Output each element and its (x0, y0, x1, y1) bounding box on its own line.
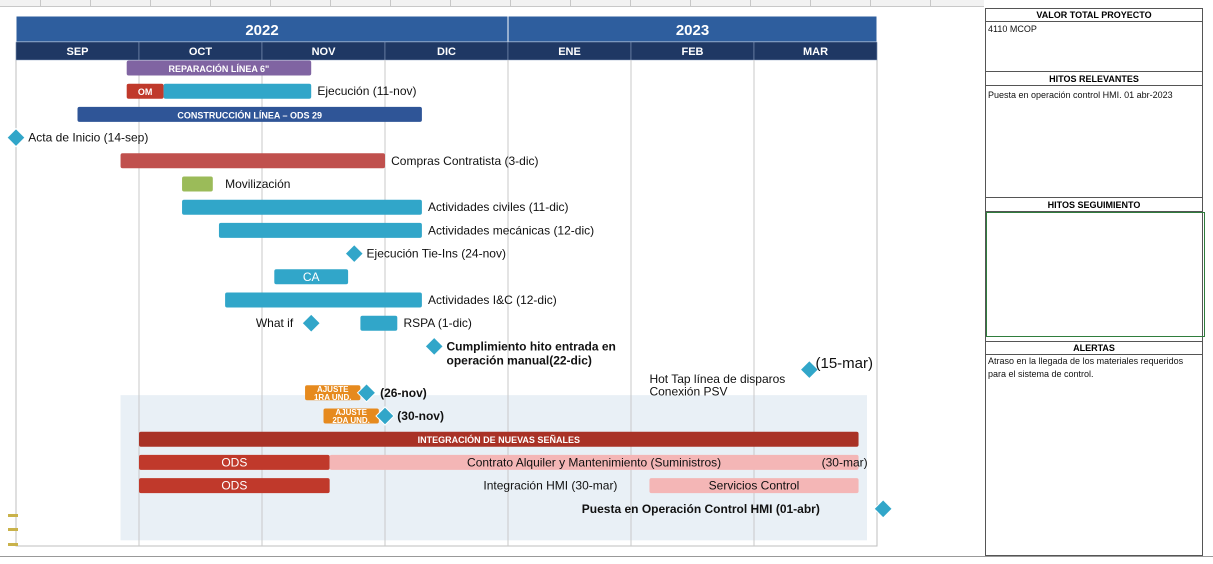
annotation-label: (26-nov) (380, 386, 427, 400)
milestone-diamond (424, 336, 444, 357)
annotation-label: (30-nov) (397, 409, 444, 423)
milestone-diamond (6, 127, 26, 148)
annotation-label: Actividades mecánicas (12-dic) (428, 223, 594, 237)
gantt-chart-area: 2022 2023 SEP OCT NOV DIC ENE FEB MAR REPARACIÓN … (0, 6, 984, 556)
left-edge-mark (8, 543, 18, 546)
alertas-title: ALERTAS (986, 341, 1202, 355)
task-bar (225, 292, 422, 308)
hitos-text: Puesta en operación control HMI. 01 abr-… (988, 90, 1173, 100)
alertas-text: Atraso en la llegada de los materiales r… (988, 356, 1184, 379)
task-bar-label: 2DA UND. (332, 416, 369, 425)
annotation-label: Conexión PSV (649, 385, 727, 399)
month-label: NOV (312, 46, 337, 58)
month-label: ENE (558, 46, 581, 58)
month-label: MAR (803, 46, 828, 58)
left-edge-mark (8, 514, 18, 517)
milestone-diamond (344, 243, 364, 264)
panel-divider (986, 197, 1202, 198)
annotation-label: Hot Tap línea de disparos (649, 372, 785, 386)
annotation-label: RSPA (1-dic) (403, 316, 471, 330)
task-bar-label: CA (303, 270, 320, 284)
annotation-label: Acta de Inicio (14-sep) (28, 131, 148, 145)
milestone-diamond (873, 499, 893, 519)
annotation-label: Ejecución (11-nov) (317, 84, 416, 98)
task-bar-label: ODS (221, 455, 247, 469)
annotation-label: Cumplimiento hito entrada en (447, 339, 616, 353)
task-bar (218, 222, 422, 238)
month-label: OCT (189, 46, 213, 58)
annotation-label: Ejecución Tie-Ins (24-nov) (367, 247, 506, 261)
task-bar (139, 454, 330, 470)
task-bar (305, 385, 361, 401)
year-label: 2023 (676, 22, 709, 39)
annotation-label: Compras Contratista (3-dic) (391, 154, 538, 168)
milestone-diamond (301, 313, 321, 333)
task-bar-label: REPARACIÓN LÍNEA 6" (169, 63, 270, 74)
task-bar-label: ODS (221, 479, 247, 493)
annotation-label: (15-mar) (816, 355, 874, 372)
month-label: FEB (682, 46, 704, 58)
task-bar (77, 106, 422, 122)
annotation-label: Actividades I&C (12-dic) (428, 293, 557, 307)
month-header (753, 41, 878, 61)
valor-value: 4110 MCOP (988, 24, 1037, 34)
annotation-label: Actividades civiles (11-dic) (428, 200, 569, 214)
bottom-border (0, 556, 1213, 557)
valor-title: VALOR TOTAL PROYECTO (986, 9, 1202, 22)
hitos-title: HITOS RELEVANTES (986, 73, 1202, 86)
task-bar (329, 454, 859, 470)
task-bar (139, 431, 859, 447)
annotation-label: Puesta en Operación Control HMI (01-abr) (582, 502, 820, 516)
annotation-label: Integración HMI (30-mar) (483, 479, 617, 493)
annotation-label: What if (256, 316, 294, 330)
month-label: DIC (437, 46, 456, 58)
task-bar-label: AJUSTE (335, 408, 367, 417)
task-bar (126, 60, 312, 76)
annotation-label: Movilización (225, 177, 290, 191)
task-bar (120, 153, 386, 169)
task-bar (360, 315, 398, 331)
milestone-diamond (799, 359, 820, 380)
side-panel: VALOR TOTAL PROYECTO 4110 MCOP HITOS REL… (985, 8, 1205, 556)
task-bar-label: 1RA UND. (314, 393, 351, 402)
task-bar (139, 478, 330, 494)
annotation-label: operación manual(22-dic) (447, 353, 592, 367)
milestone-diamond (375, 406, 395, 426)
annotation-label: (30-mar) (822, 455, 868, 469)
year-label: 2022 (245, 22, 278, 39)
task-bar (182, 176, 213, 192)
left-edge-mark (8, 528, 18, 531)
month-label: SEP (66, 46, 88, 58)
task-bar (163, 83, 312, 99)
task-bar (323, 408, 379, 424)
task-bar-label: AJUSTE (317, 385, 349, 394)
gantt-chart: 2022 2023 SEP OCT NOV DIC ENE FEB MAR REPARACIÓN … (6, 15, 893, 547)
spreadsheet-top-strip (0, 0, 984, 7)
task-bar (182, 199, 422, 215)
task-bar (649, 478, 859, 494)
task-bar-label: INTEGRACIÓN DE NUEVAS SEÑALES (418, 434, 580, 445)
task-bar (126, 83, 164, 99)
task-bar-label: CONSTRUCCIÓN LÍNEA – ODS 29 (177, 109, 322, 120)
seguimiento-title: HITOS SEGUIMIENTO (986, 199, 1202, 212)
task-bar-label: Servicios Control (709, 479, 800, 493)
panel-divider (986, 71, 1202, 72)
task-bar-label: OM (138, 87, 153, 97)
task-bar (274, 269, 349, 285)
seguimiento-box (986, 212, 1205, 337)
milestone-diamond (356, 383, 377, 403)
task-bar-label: Contrato Alquiler y Mantenimiento (Sumin… (467, 455, 721, 469)
